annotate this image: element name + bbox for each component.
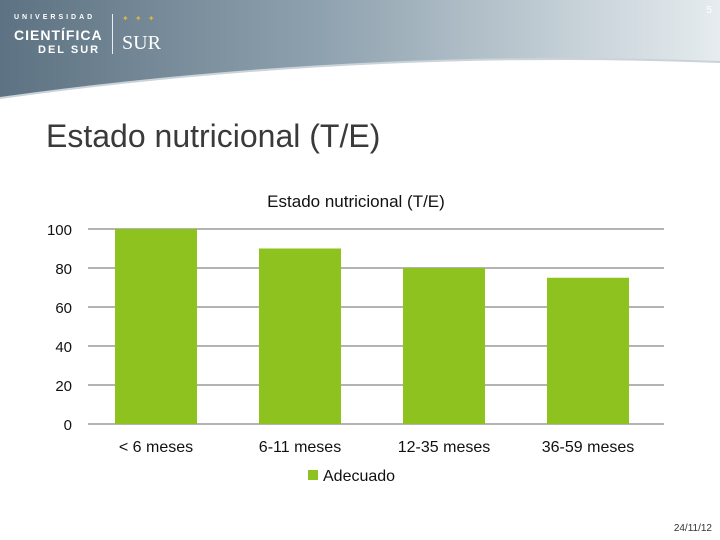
slide-title: Estado nutricional (T/E) xyxy=(46,118,381,154)
x-tick-label: 36-59 meses xyxy=(542,439,635,456)
logo-line3: DEL SUR xyxy=(38,44,101,56)
y-tick-label: 0 xyxy=(64,417,72,434)
header-band xyxy=(0,0,720,99)
bar xyxy=(547,277,629,424)
y-tick-label: 80 xyxy=(55,261,72,278)
bar xyxy=(259,248,341,424)
logo-line2: CIENTÍFICA xyxy=(14,27,103,43)
x-tick-label: < 6 meses xyxy=(119,439,193,456)
y-tick-label: 60 xyxy=(55,300,72,317)
logo-line1: UNIVERSIDAD xyxy=(14,14,96,21)
x-tick-label: 6-11 meses xyxy=(259,439,341,456)
page-number: 5 xyxy=(706,5,712,16)
y-tick-label: 100 xyxy=(47,222,72,239)
y-tick-label: 20 xyxy=(55,378,72,395)
legend-swatch xyxy=(308,470,318,480)
legend-label: Adecuado xyxy=(323,468,395,485)
x-tick-label: 12-35 meses xyxy=(398,439,491,456)
university-logo: UNIVERSIDAD CIENTÍFICA DEL SUR ✦ ✦ ✦ SUR xyxy=(8,10,168,60)
logo-brand: SUR xyxy=(122,32,161,54)
logo-divider xyxy=(112,14,113,54)
chart-title: Estado nutricional (T/E) xyxy=(267,192,445,211)
bar xyxy=(115,229,197,424)
y-tick-label: 40 xyxy=(55,339,72,356)
bar xyxy=(403,268,485,424)
footer-date: 24/11/12 xyxy=(673,523,712,534)
logo-stars-icon: ✦ ✦ ✦ xyxy=(122,14,157,23)
